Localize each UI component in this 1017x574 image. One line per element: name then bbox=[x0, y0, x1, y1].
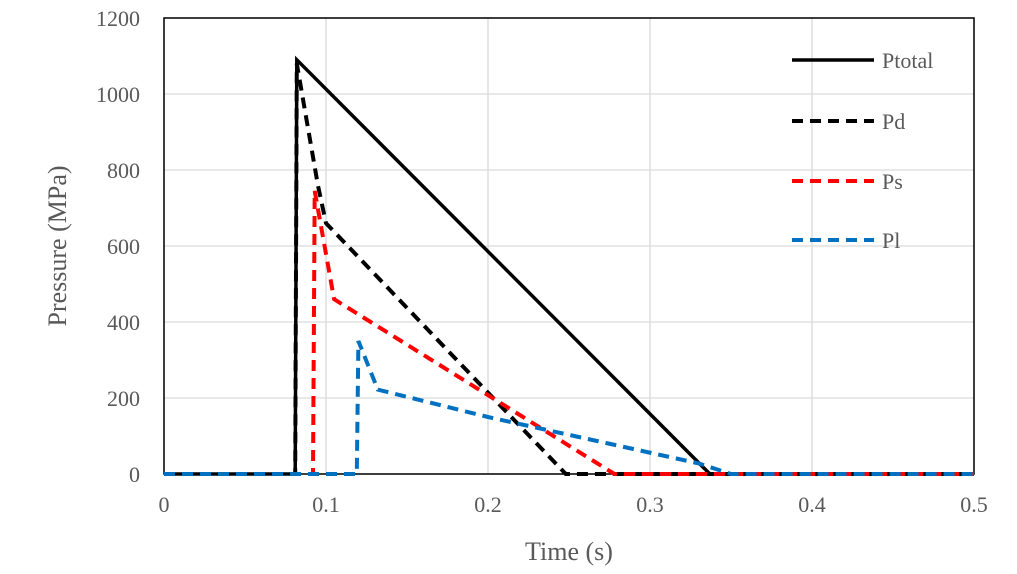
legend: Ptotal Pd Ps Pl bbox=[792, 48, 933, 253]
y-tick-label: 1000 bbox=[96, 82, 140, 107]
y-tick-label: 1200 bbox=[96, 6, 140, 31]
series-layer bbox=[164, 55, 974, 476]
x-tick-label: 0.3 bbox=[636, 492, 664, 517]
y-axis-title: Pressure (MPa) bbox=[43, 165, 72, 326]
legend-label-pd: Pd bbox=[882, 109, 905, 134]
legend-label-ps: Ps bbox=[882, 169, 903, 194]
series-line-pd bbox=[164, 63, 974, 476]
y-tick-labels: 0 200 400 600 800 1000 1200 bbox=[96, 6, 140, 487]
legend-label-ptotal: Ptotal bbox=[882, 48, 933, 73]
y-tick-label: 400 bbox=[107, 310, 140, 335]
x-tick-label: 0.1 bbox=[312, 492, 340, 517]
y-tick-label: 0 bbox=[129, 462, 140, 487]
gridlines bbox=[163, 17, 975, 475]
x-tick-label: 0.2 bbox=[474, 492, 502, 517]
x-tick-label: 0.5 bbox=[960, 492, 988, 517]
y-tick-label: 800 bbox=[107, 158, 140, 183]
series-line-pl bbox=[164, 340, 974, 476]
x-tick-label: 0.4 bbox=[798, 492, 826, 517]
x-tick-label: 0 bbox=[159, 492, 170, 517]
x-tick-labels: 0 0.1 0.2 0.3 0.4 0.5 bbox=[159, 492, 988, 517]
y-tick-label: 600 bbox=[107, 234, 140, 259]
x-axis-title: Time (s) bbox=[525, 537, 613, 566]
y-tick-label: 200 bbox=[107, 386, 140, 411]
series-line-ps bbox=[164, 190, 974, 476]
legend-label-pl: Pl bbox=[882, 228, 900, 253]
